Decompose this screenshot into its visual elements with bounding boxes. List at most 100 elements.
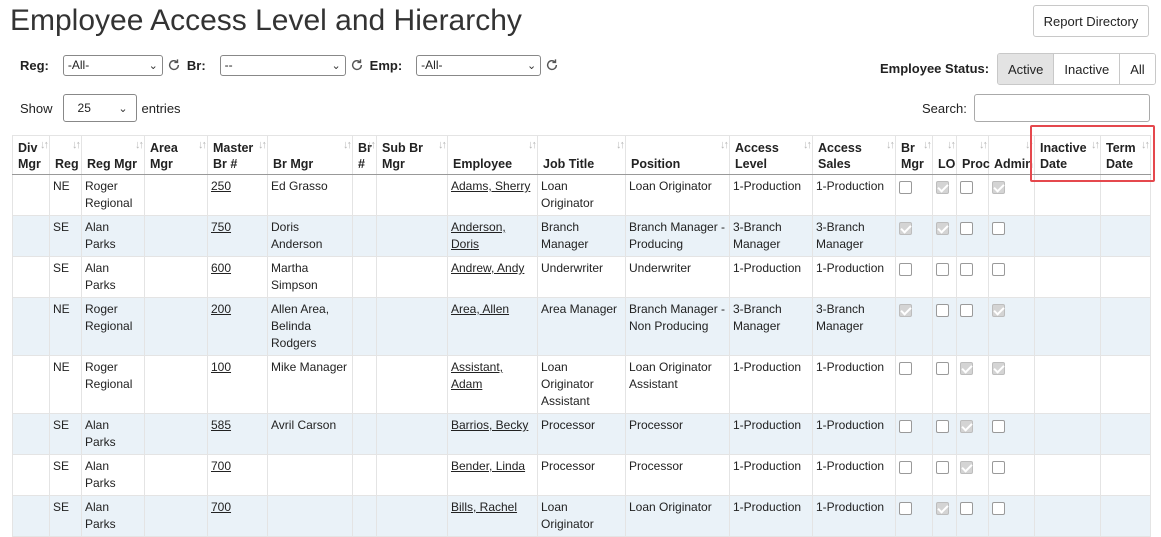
employee-link[interactable]: Bills, Rachel bbox=[451, 500, 518, 514]
checkbox[interactable] bbox=[992, 180, 1005, 194]
checkbox[interactable] bbox=[899, 419, 912, 433]
checkbox[interactable] bbox=[960, 419, 973, 433]
employee-link[interactable]: Assistant, Adam bbox=[451, 360, 504, 391]
checkbox[interactable] bbox=[899, 221, 912, 235]
column-header-position[interactable]: Position ↓↑ bbox=[625, 135, 730, 175]
checkbox[interactable] bbox=[936, 361, 949, 375]
branch-select[interactable]: -- ⌄ bbox=[219, 54, 346, 76]
column-header-label: LO bbox=[938, 157, 956, 171]
cell-inactive-date bbox=[1034, 174, 1101, 216]
report-directory-button[interactable]: Report Directory bbox=[1033, 5, 1149, 37]
column-header-reg-mgr[interactable]: Reg Mgr ↓↑ bbox=[81, 135, 145, 175]
search-input[interactable] bbox=[974, 94, 1150, 122]
column-header-job-title[interactable]: Job Title ↓↑ bbox=[537, 135, 626, 175]
sort-arrows-icon: ↓↑ bbox=[367, 139, 376, 151]
master-branch-link[interactable]: 750 bbox=[211, 220, 232, 234]
refresh-icon[interactable] bbox=[350, 58, 364, 72]
column-header-master-br[interactable]: Master Br # ↓↑ bbox=[207, 135, 268, 175]
column-header-term-date[interactable]: Term Date ↓↑ bbox=[1100, 135, 1151, 175]
checkbox[interactable] bbox=[992, 501, 1005, 515]
master-branch-link[interactable]: 100 bbox=[211, 360, 232, 374]
column-header-sub-br-mgr[interactable]: Sub Br Mgr ↓↑ bbox=[376, 135, 448, 175]
status-active-button[interactable]: Active bbox=[998, 54, 1055, 84]
checkbox[interactable] bbox=[899, 501, 912, 515]
column-header-area-mgr[interactable]: Area Mgr ↓↑ bbox=[144, 135, 208, 175]
employee-select[interactable]: -All- ⌄ bbox=[416, 54, 542, 76]
master-branch-link[interactable]: 200 bbox=[211, 302, 232, 316]
checkbox[interactable] bbox=[936, 221, 949, 235]
cell-inactive-date bbox=[1034, 495, 1101, 537]
master-branch-link[interactable]: 250 bbox=[211, 179, 232, 193]
checkbox[interactable] bbox=[960, 460, 973, 474]
refresh-icon[interactable] bbox=[167, 58, 181, 72]
master-branch-link[interactable]: 700 bbox=[211, 459, 232, 473]
sort-arrows-icon: ↓↑ bbox=[1025, 139, 1034, 151]
cell-access-level: 1-Production bbox=[729, 454, 813, 496]
master-branch-link[interactable]: 600 bbox=[211, 261, 232, 275]
column-header-label: Reg bbox=[55, 157, 79, 171]
entries-select[interactable]: 25 ⌄ bbox=[62, 94, 137, 122]
employee-link[interactable]: Anderson, Doris bbox=[451, 220, 506, 251]
employee-link[interactable]: Barrios, Becky bbox=[451, 418, 529, 432]
checkbox[interactable] bbox=[960, 361, 973, 375]
column-header-br-no[interactable]: Br # ↓↑ bbox=[352, 135, 377, 175]
status-inactive-button[interactable]: Inactive bbox=[1054, 54, 1121, 84]
checkbox[interactable] bbox=[936, 180, 949, 194]
column-header-access-sales[interactable]: Access Sales ↓↑ bbox=[812, 135, 896, 175]
employee-link[interactable]: Bender, Linda bbox=[451, 459, 526, 473]
column-header-br-mgr[interactable]: Br Mgr ↓↑ bbox=[267, 135, 353, 175]
employee-link[interactable]: Andrew, Andy bbox=[451, 261, 525, 275]
column-header-inactive-date[interactable]: Inactive Date ↓↑ bbox=[1034, 135, 1101, 175]
checkbox[interactable] bbox=[936, 303, 949, 317]
column-header-employee[interactable]: Employee ↓↑ bbox=[447, 135, 538, 175]
checkbox[interactable] bbox=[992, 262, 1005, 276]
column-header-label: Admin bbox=[994, 157, 1033, 171]
checkbox[interactable] bbox=[960, 262, 973, 276]
checkbox[interactable] bbox=[992, 221, 1005, 235]
cell-employee: Andrew, Andy bbox=[447, 256, 538, 298]
cell-div-mgr bbox=[12, 355, 50, 414]
cell-br-mgr-flag bbox=[895, 297, 933, 356]
column-header-div-mgr[interactable]: Div Mgr ↓↑ bbox=[12, 135, 50, 175]
checkbox[interactable] bbox=[899, 180, 912, 194]
checkbox[interactable] bbox=[960, 180, 973, 194]
checkbox[interactable] bbox=[936, 460, 949, 474]
checkbox[interactable] bbox=[936, 262, 949, 276]
cell-access-sales: 1-Production bbox=[812, 355, 896, 414]
column-header-lo[interactable]: LO ↓↑ bbox=[932, 135, 957, 175]
master-branch-link[interactable]: 700 bbox=[211, 500, 232, 514]
cell-position: Processor bbox=[625, 454, 730, 496]
cell-area-mgr bbox=[144, 174, 208, 216]
checkbox[interactable] bbox=[992, 419, 1005, 433]
checkbox[interactable] bbox=[992, 460, 1005, 474]
checkbox[interactable] bbox=[936, 419, 949, 433]
cell-area-mgr bbox=[144, 256, 208, 298]
column-header-access-level[interactable]: Access Level ↓↑ bbox=[729, 135, 813, 175]
master-branch-link[interactable]: 585 bbox=[211, 418, 232, 432]
checkbox[interactable] bbox=[960, 501, 973, 515]
cell-position: Loan Originator bbox=[625, 174, 730, 216]
column-header-proc[interactable]: Proc ↓↑ bbox=[956, 135, 990, 175]
sort-arrows-icon: ↓↑ bbox=[528, 139, 537, 151]
checkbox[interactable] bbox=[899, 262, 912, 276]
checkbox[interactable] bbox=[992, 303, 1005, 317]
cell-access-level: 1-Production bbox=[729, 256, 813, 298]
status-all-button[interactable]: All bbox=[1120, 54, 1155, 84]
employee-link[interactable]: Adams, Sherry bbox=[451, 179, 531, 193]
refresh-icon[interactable] bbox=[545, 58, 559, 72]
column-header-br-mgr-flag[interactable]: Br Mgr ↓↑ bbox=[895, 135, 933, 175]
checkbox[interactable] bbox=[960, 221, 973, 235]
cell-br-no bbox=[352, 413, 377, 455]
cell-div-mgr bbox=[12, 256, 50, 298]
column-header-admin[interactable]: Admin ↓↑ bbox=[988, 135, 1035, 175]
checkbox[interactable] bbox=[899, 361, 912, 375]
checkbox[interactable] bbox=[936, 501, 949, 515]
cell-term-date bbox=[1100, 454, 1151, 496]
checkbox[interactable] bbox=[992, 361, 1005, 375]
checkbox[interactable] bbox=[899, 460, 912, 474]
column-header-reg[interactable]: Reg ↓↑ bbox=[49, 135, 82, 175]
region-select[interactable]: -All- ⌄ bbox=[62, 54, 163, 76]
checkbox[interactable] bbox=[899, 303, 912, 317]
checkbox[interactable] bbox=[960, 303, 973, 317]
employee-link[interactable]: Area, Allen bbox=[451, 302, 510, 316]
